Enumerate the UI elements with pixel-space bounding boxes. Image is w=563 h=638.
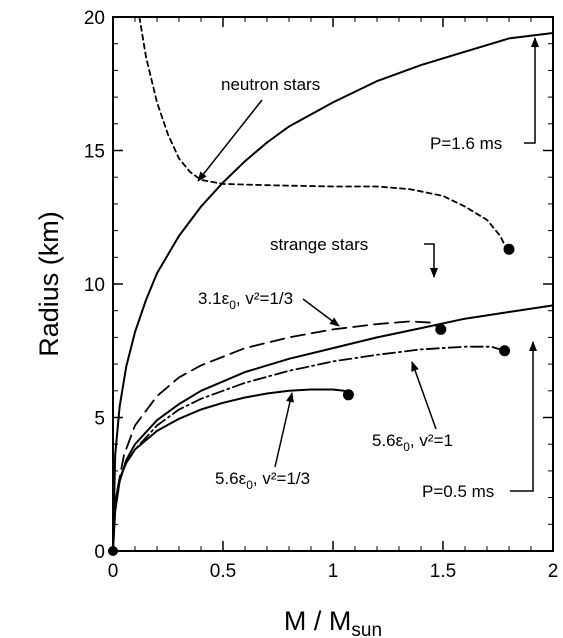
eps56-v1-label: 5.6ε0, v²=1 [372,431,453,454]
x-axis-title: M / Msun [284,606,382,638]
eps56-v1-label-main: 5.6ε [372,431,404,450]
x-tick-label: 1.5 [430,561,456,582]
series-end-marker-6 [342,389,354,401]
y-tick-label: 15 [84,142,105,163]
series-line-4 [112,304,554,552]
p16-arrow [524,37,539,144]
end-markers [108,243,515,556]
annotations [197,37,539,492]
series-line-3 [116,320,442,491]
eps56-v13-label: 5.6ε0, v²=1/3 [215,469,310,492]
strange-stars-label: strange stars [270,235,368,254]
p05-label: P=0.5 ms [422,482,494,501]
eps56-v13-arrow [274,392,294,468]
axis-ticks [112,16,554,552]
p05-arrow [510,341,537,492]
series-end-marker-5 [499,345,511,357]
series-end-marker-1 [503,243,515,255]
eps31-label-main: 3.1ε [198,289,230,308]
strange-stars-arrow [424,243,438,278]
neutron-stars-label: neutron stars [221,75,320,94]
y-axis-title: Radius (km) [34,211,64,357]
eps31-label: 3.1ε0, v²=1/3 [198,289,293,312]
eps56-v1-label-sub: 0 [403,440,410,454]
eps31-label-tail: , v²=1/3 [236,289,293,308]
origin-marker [108,546,118,556]
eps56-v13-label-tail: , v²=1/3 [253,469,310,488]
x-tick-label: 0 [108,561,119,582]
series-line-1 [138,16,508,251]
y-tick-label: 0 [94,542,105,563]
eps56-v1-label-tail: , v²=1 [410,431,453,450]
eps56-v13-label-sub: 0 [246,478,253,492]
neutron-stars-arrow [197,99,263,182]
x-tick-label: 0.5 [210,561,236,582]
x-tick-label: 1 [328,561,339,582]
series-end-marker-3 [435,323,447,335]
series-line-6 [114,388,350,504]
y-tick-label: 20 [84,8,105,29]
p16-label: P=1.6 ms [430,134,502,153]
y-tick-label: 5 [94,409,105,430]
eps31-label-sub: 0 [229,298,236,312]
eps56-v13-label-main: 5.6ε [215,469,247,488]
x-axis-title-main: M / M [284,606,352,636]
series-line-2 [112,32,554,552]
eps31-arrow [302,298,340,327]
x-tick-label: 2 [548,561,559,582]
curves [112,16,554,552]
y-tick-label: 10 [84,275,105,296]
eps56-v1-arrow [411,361,437,430]
x-axis-title-sub: sun [351,620,382,638]
plot-frame [112,16,554,552]
